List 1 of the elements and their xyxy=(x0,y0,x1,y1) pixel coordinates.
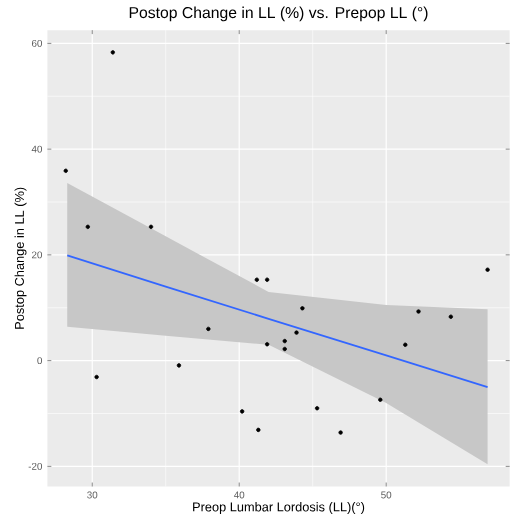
line-series xyxy=(66,254,489,388)
